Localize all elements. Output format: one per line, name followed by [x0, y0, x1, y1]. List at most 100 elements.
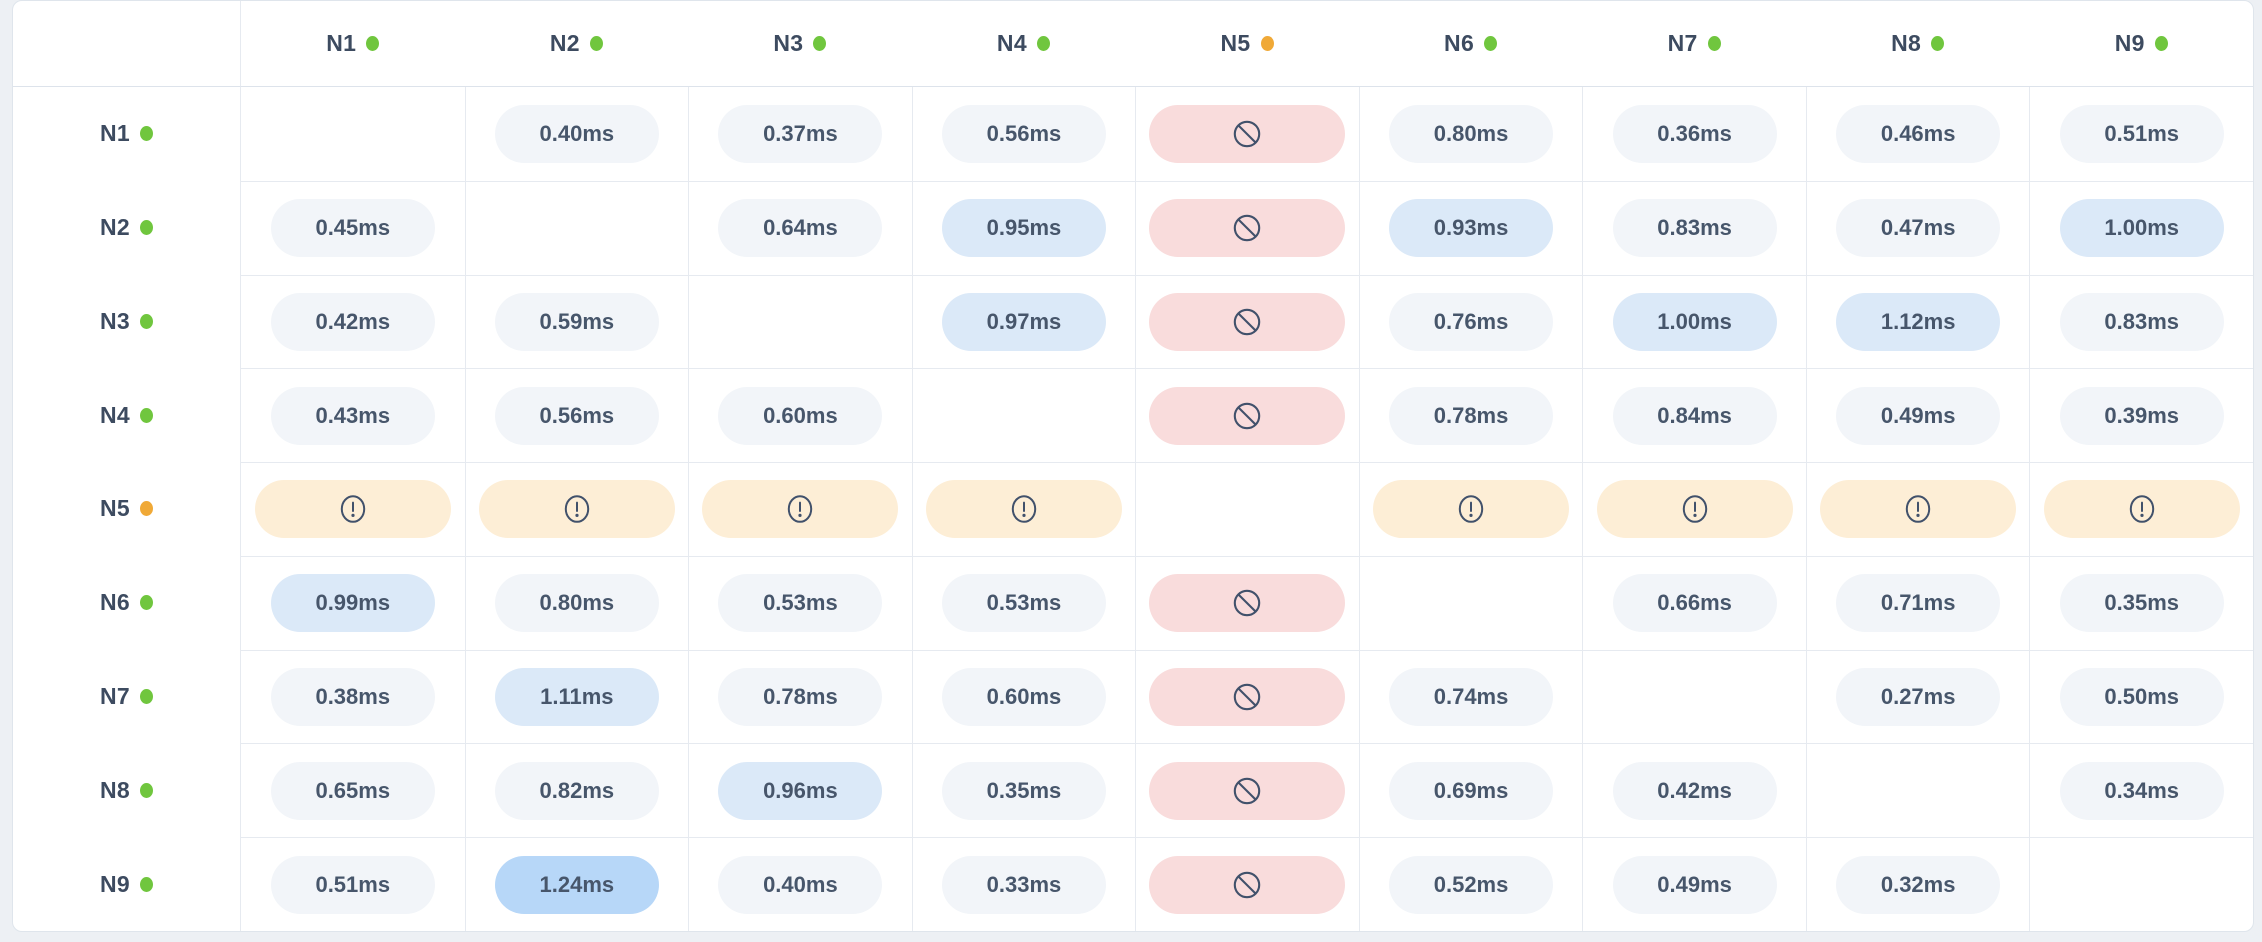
cell-N3-N7: 1.00ms — [1582, 274, 1806, 369]
latency-pill[interactable]: 0.96ms — [718, 761, 883, 820]
latency-pill[interactable]: 0.56ms — [941, 104, 1106, 163]
latency-pill[interactable]: 0.78ms — [1389, 386, 1554, 445]
latency-pill[interactable]: 0.53ms — [718, 574, 883, 633]
cell-N5-N8 — [1805, 462, 2030, 556]
column-header-N9: N9 — [2029, 1, 2253, 87]
latency-pill[interactable]: 0.76ms — [1389, 292, 1554, 351]
latency-pill[interactable]: 0.40ms — [718, 855, 883, 914]
latency-pill[interactable]: 0.60ms — [941, 668, 1106, 727]
alert-circle-icon — [340, 495, 365, 524]
cell-N7-N2: 1.11ms — [464, 649, 689, 744]
warning-pill[interactable] — [478, 480, 675, 539]
alert-circle-icon — [564, 495, 590, 524]
cell-N1-N3: 0.37ms — [688, 87, 912, 181]
latency-pill[interactable]: 0.40ms — [494, 104, 659, 163]
warning-pill[interactable] — [925, 480, 1122, 539]
cell-N5-N1 — [241, 462, 465, 556]
latency-pill[interactable]: 0.80ms — [1389, 104, 1554, 163]
cell-N4-N3: 0.60ms — [688, 368, 912, 463]
latency-pill[interactable]: 0.46ms — [1836, 104, 2001, 163]
latency-pill[interactable]: 0.53ms — [941, 574, 1106, 633]
latency-pill[interactable]: 1.00ms — [1612, 292, 1777, 351]
latency-pill[interactable]: 0.83ms — [2059, 292, 2224, 351]
latency-pill[interactable]: 0.64ms — [718, 199, 883, 258]
warning-pill[interactable] — [702, 480, 899, 539]
latency-pill[interactable]: 0.80ms — [494, 574, 659, 633]
latency-pill[interactable]: 0.95ms — [941, 199, 1106, 258]
latency-pill[interactable]: 0.99ms — [270, 574, 435, 633]
latency-pill[interactable]: 0.78ms — [718, 668, 883, 727]
latency-pill[interactable]: 1.11ms — [494, 668, 659, 727]
blocked-pill[interactable] — [1149, 574, 1346, 633]
warning-pill[interactable] — [2043, 480, 2240, 539]
latency-pill[interactable]: 0.37ms — [718, 104, 883, 163]
status-dot-icon — [140, 407, 153, 423]
blocked-pill[interactable] — [1149, 292, 1346, 351]
column-header-N2: N2 — [464, 1, 689, 87]
latency-pill[interactable]: 0.84ms — [1612, 386, 1777, 445]
latency-pill[interactable]: 0.35ms — [941, 761, 1106, 820]
latency-pill[interactable]: 0.82ms — [494, 761, 659, 820]
column-header-N4: N4 — [911, 1, 1136, 87]
cell-N6-N8: 0.71ms — [1805, 555, 2030, 650]
latency-pill[interactable]: 0.42ms — [1612, 761, 1777, 820]
column-header-N5: N5 — [1135, 1, 1359, 87]
column-node-label: N1 — [326, 30, 357, 56]
warning-pill[interactable] — [1373, 480, 1570, 539]
latency-pill[interactable]: 0.43ms — [270, 386, 435, 445]
warning-pill[interactable] — [1820, 480, 2017, 539]
latency-pill[interactable]: 0.50ms — [2059, 668, 2224, 727]
latency-pill[interactable]: 0.33ms — [941, 855, 1106, 914]
cell-N4-N1: 0.43ms — [241, 368, 465, 462]
latency-pill[interactable]: 0.49ms — [1612, 855, 1777, 914]
cell-N6-N3: 0.53ms — [688, 555, 912, 650]
latency-pill[interactable]: 0.74ms — [1389, 668, 1554, 727]
latency-pill[interactable]: 0.52ms — [1389, 855, 1554, 914]
latency-pill[interactable]: 0.93ms — [1389, 199, 1554, 258]
latency-pill[interactable]: 0.59ms — [494, 292, 659, 351]
latency-pill[interactable]: 1.24ms — [494, 855, 659, 914]
latency-pill[interactable]: 1.00ms — [2059, 199, 2224, 258]
blocked-pill[interactable] — [1149, 668, 1346, 727]
warning-pill[interactable] — [254, 480, 451, 539]
cell-N7-N7 — [1582, 649, 1806, 744]
latency-pill[interactable]: 0.32ms — [1836, 855, 2001, 914]
latency-pill[interactable]: 0.51ms — [270, 855, 435, 914]
latency-pill[interactable]: 0.60ms — [718, 386, 883, 445]
latency-pill[interactable]: 0.83ms — [1612, 199, 1777, 258]
blocked-pill[interactable] — [1149, 104, 1346, 163]
blocked-pill[interactable] — [1149, 199, 1346, 258]
latency-pill[interactable]: 0.51ms — [2059, 104, 2224, 163]
status-dot-icon — [1036, 36, 1050, 51]
latency-pill[interactable]: 0.66ms — [1612, 574, 1777, 633]
cell-N5-N2 — [464, 462, 689, 556]
cell-N9-N6: 0.52ms — [1358, 837, 1583, 931]
row-node-label: N7 — [99, 683, 130, 710]
latency-pill[interactable]: 0.35ms — [2059, 574, 2224, 633]
warning-pill[interactable] — [1596, 480, 1793, 539]
blocked-pill[interactable] — [1149, 761, 1346, 820]
latency-pill[interactable]: 0.45ms — [270, 199, 435, 258]
latency-pill[interactable]: 0.42ms — [270, 292, 435, 351]
latency-pill[interactable]: 0.36ms — [1612, 104, 1777, 163]
latency-pill[interactable]: 0.97ms — [941, 292, 1106, 351]
latency-pill[interactable]: 0.47ms — [1836, 199, 2001, 258]
latency-pill[interactable]: 0.49ms — [1836, 386, 2001, 445]
latency-pill[interactable]: 0.34ms — [2059, 761, 2224, 820]
latency-pill[interactable]: 0.39ms — [2059, 386, 2224, 445]
latency-pill[interactable]: 0.27ms — [1836, 668, 2001, 727]
status-dot-icon — [813, 36, 827, 51]
blocked-pill[interactable] — [1149, 386, 1346, 445]
row-node-label: N1 — [99, 120, 130, 147]
latency-pill[interactable]: 0.65ms — [270, 761, 435, 820]
latency-pill[interactable]: 0.71ms — [1836, 574, 2001, 633]
cell-N4-N7: 0.84ms — [1582, 368, 1806, 463]
latency-pill[interactable]: 0.56ms — [494, 386, 659, 445]
row-node-label: N2 — [99, 214, 130, 241]
cell-N9-N3: 0.40ms — [688, 837, 912, 931]
blocked-pill[interactable] — [1149, 855, 1346, 914]
latency-pill[interactable]: 1.12ms — [1836, 292, 2001, 351]
latency-pill[interactable]: 0.69ms — [1389, 761, 1554, 820]
latency-pill[interactable]: 0.38ms — [270, 668, 435, 727]
cell-N4-N8: 0.49ms — [1805, 368, 2030, 463]
